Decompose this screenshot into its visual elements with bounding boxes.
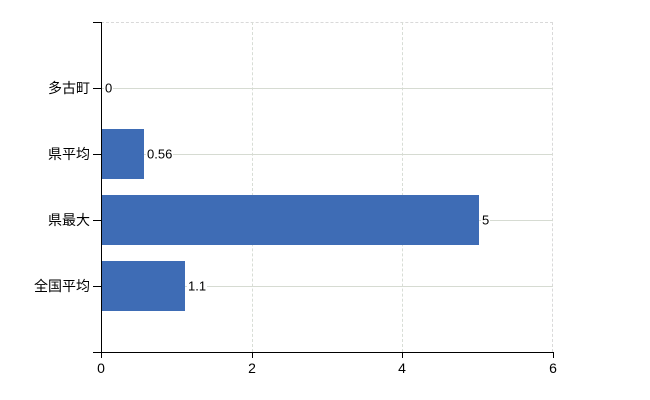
category-gridline [102, 88, 553, 89]
y-axis-tick [93, 220, 101, 221]
x-axis-tick [553, 352, 554, 358]
plot-area [101, 22, 553, 352]
bar-value-label: 5 [481, 212, 491, 228]
bar [102, 261, 185, 311]
value-gridline [402, 22, 403, 352]
bar-value-label: 1.1 [187, 278, 208, 294]
category-label: 県平均 [48, 146, 90, 162]
y-axis-tick [93, 88, 101, 89]
y-axis-end-tick [93, 22, 101, 23]
x-axis-tick [101, 352, 102, 358]
category-label: 県最大 [48, 212, 90, 228]
category-gridline [102, 154, 553, 155]
bar [102, 195, 479, 245]
category-label: 多古町 [48, 80, 90, 96]
category-gridline [102, 286, 553, 287]
x-axis-tick-label: 0 [97, 360, 105, 376]
x-axis-line [93, 352, 554, 353]
value-gridline [252, 22, 253, 352]
y-axis-line [101, 22, 102, 358]
x-axis-tick-label: 6 [549, 360, 557, 376]
y-axis-tick [93, 154, 101, 155]
x-axis-tick [252, 352, 253, 358]
category-label: 全国平均 [34, 278, 90, 294]
bar [102, 129, 144, 179]
x-axis-tick-label: 4 [398, 360, 406, 376]
y-axis-tick [93, 286, 101, 287]
x-axis-tick [402, 352, 403, 358]
bar-value-label: 0 [104, 80, 114, 96]
bar-value-label: 0.56 [146, 146, 174, 162]
x-axis-tick-label: 2 [248, 360, 256, 376]
